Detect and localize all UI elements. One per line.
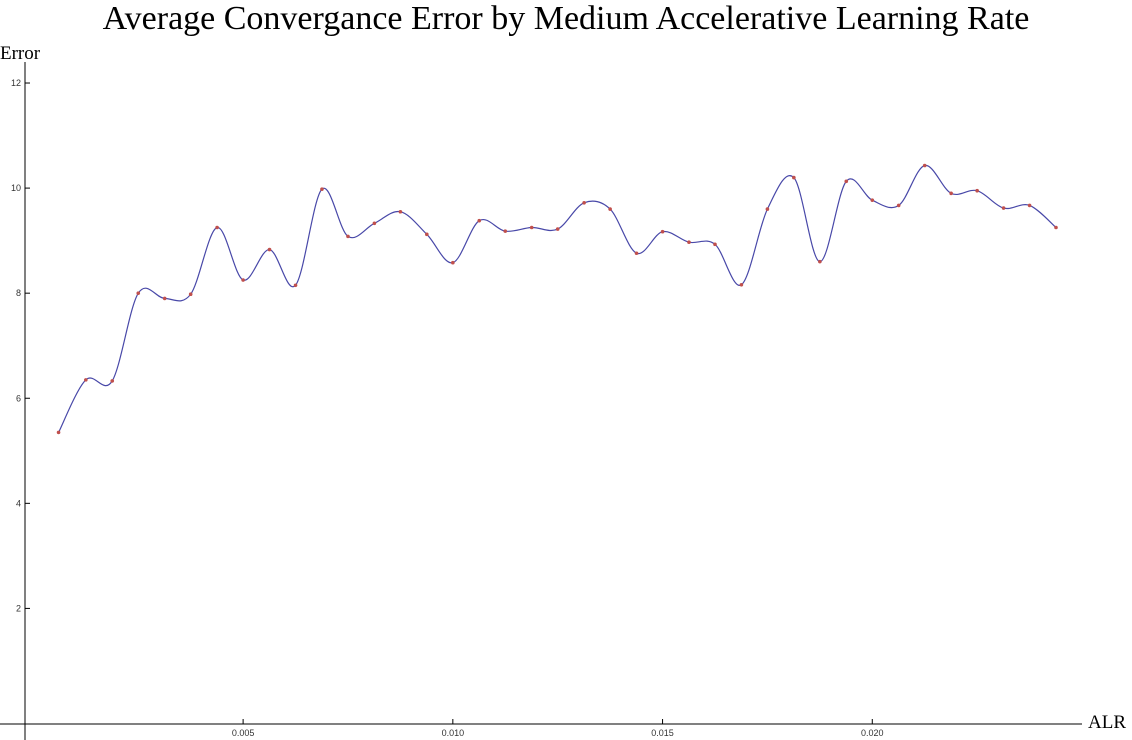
data-point	[398, 209, 403, 214]
data-point	[922, 163, 927, 168]
data-point	[503, 229, 508, 233]
x-axis-label: ALR	[1088, 712, 1126, 733]
y-tick-label: 12	[11, 78, 21, 88]
data-point	[608, 207, 612, 211]
chart-title: Average Convergance Error by Medium Acce…	[102, 0, 1030, 37]
data-point	[529, 225, 534, 230]
data-point	[372, 221, 377, 226]
data-point	[162, 296, 167, 301]
data-point	[582, 201, 586, 205]
data-point	[818, 259, 822, 264]
y-tick-label: 6	[16, 393, 21, 403]
data-point	[687, 240, 691, 245]
data-point	[84, 378, 88, 382]
x-tick-label: 0.015	[651, 728, 674, 738]
data-point	[56, 430, 61, 435]
x-tick-label: 0.020	[861, 728, 884, 738]
y-tick-label: 8	[16, 288, 21, 298]
data-point	[739, 282, 744, 287]
data-point	[1027, 203, 1032, 208]
data-point	[975, 188, 979, 193]
data-point	[634, 251, 639, 256]
series-line	[58, 164, 1057, 433]
data-point	[1001, 206, 1006, 210]
data-point	[765, 207, 770, 211]
y-tick-label: 10	[11, 183, 21, 193]
data-point	[267, 247, 272, 252]
data-point	[110, 379, 115, 383]
y-axis-label: Error	[0, 43, 41, 64]
data-point	[188, 292, 193, 297]
data-point	[792, 175, 796, 180]
data-point	[320, 187, 324, 191]
data-point	[1054, 225, 1058, 230]
data-point	[136, 291, 141, 295]
x-tick-label: 0.005	[232, 728, 255, 738]
data-point	[660, 229, 665, 234]
data-point	[555, 227, 560, 231]
data-point	[451, 260, 455, 265]
data-point	[844, 179, 849, 184]
data-point	[346, 234, 350, 239]
data-point	[896, 203, 901, 208]
data-point	[425, 232, 429, 237]
data-point	[241, 278, 245, 282]
data-point	[949, 191, 953, 196]
data-point	[293, 283, 298, 288]
data-point	[477, 218, 482, 223]
data-point	[870, 198, 875, 202]
y-tick-label: 2	[16, 603, 21, 613]
data-point	[215, 225, 219, 230]
x-tick-label: 0.010	[442, 728, 465, 738]
data-point	[713, 242, 717, 247]
y-tick-label: 4	[16, 498, 21, 508]
